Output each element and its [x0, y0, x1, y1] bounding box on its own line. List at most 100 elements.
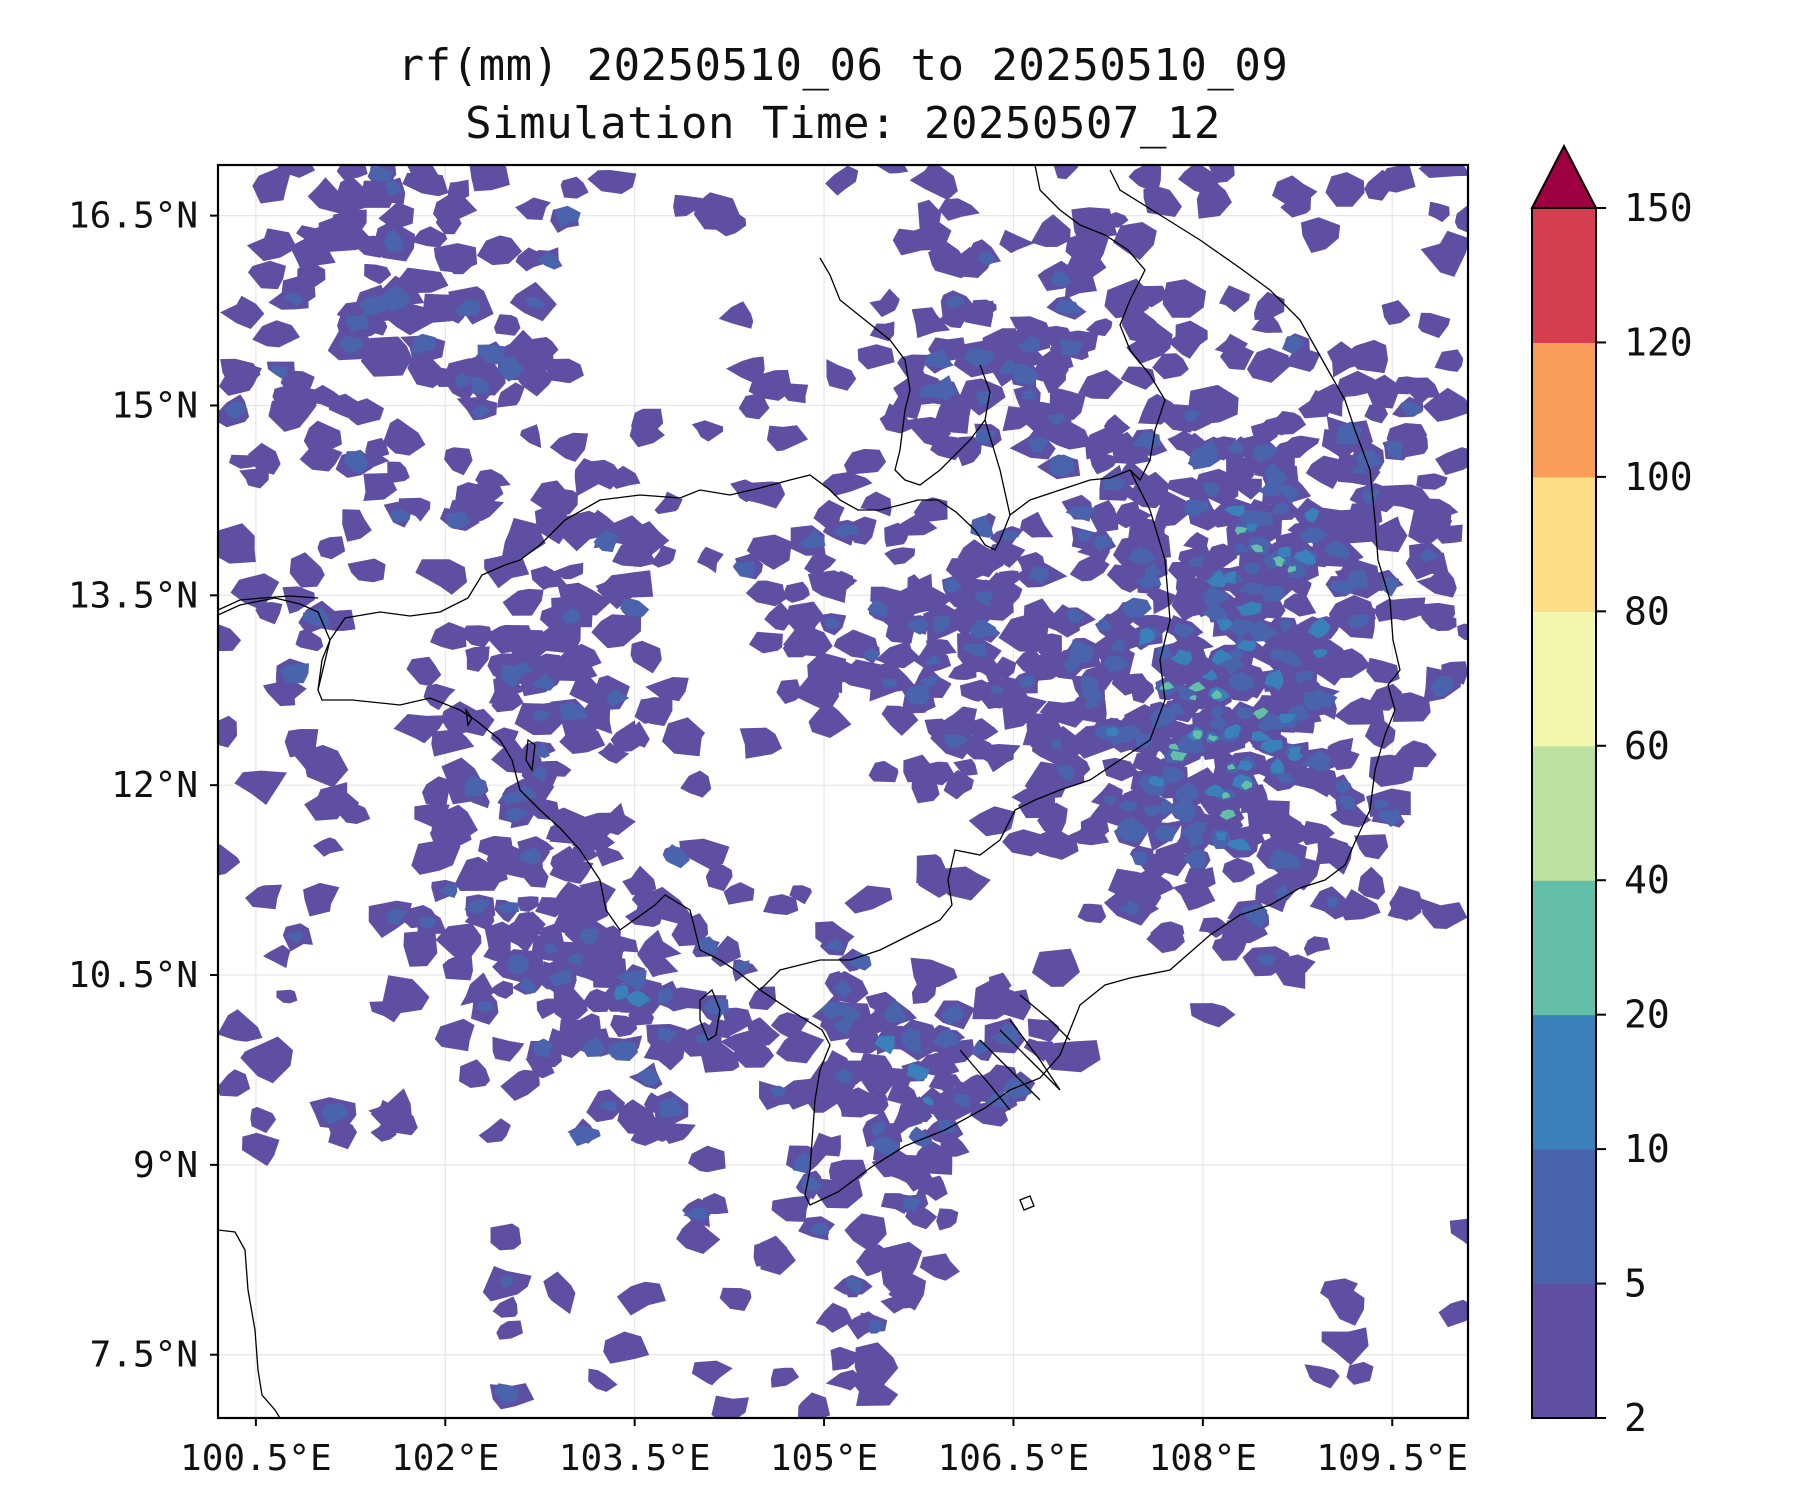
rain-patch — [282, 586, 315, 614]
rain-patch — [913, 497, 948, 523]
rain-patch — [1149, 921, 1185, 940]
map-frame — [216, 163, 1470, 1420]
lon-tick-label: 109.5°E — [1316, 1438, 1468, 1479]
rain-patch — [1420, 230, 1468, 277]
lat-tick-label: 12°N — [111, 765, 198, 806]
rain-patch — [1346, 1361, 1374, 1385]
rain-patch-5mm — [1211, 705, 1224, 719]
rain-patch-5mm — [1021, 389, 1036, 400]
rain-patch-5mm — [809, 1223, 830, 1236]
rain-patch — [591, 614, 642, 649]
rain-patch-10mm — [1139, 627, 1156, 646]
rain-patch-5mm — [593, 530, 619, 553]
rain-patch-10mm — [1227, 838, 1252, 851]
rain-patch — [520, 858, 549, 888]
rain-patch-10mm — [1224, 505, 1245, 517]
rain-patch-5mm — [1151, 825, 1178, 842]
lat-tick-label: 15°N — [111, 385, 198, 426]
rain-patch — [629, 419, 665, 448]
rain-patch — [616, 1281, 666, 1316]
lon-tick-label: 106.5°E — [938, 1438, 1090, 1479]
rain-patch — [943, 769, 974, 800]
rain-patch — [317, 536, 346, 560]
rain-patch-5mm — [1202, 603, 1228, 621]
rain-patch — [403, 930, 438, 967]
rain-patch — [797, 1392, 831, 1418]
colorbar-tick-label: 150 — [1624, 186, 1693, 230]
rain-patch — [479, 866, 508, 889]
rainfall-5-10mm-area — [224, 165, 1455, 1404]
rain-patch — [515, 247, 546, 272]
rain-patch — [465, 646, 490, 672]
rain-patch — [972, 299, 997, 318]
rain-patch — [1399, 431, 1428, 458]
rain-patch-5mm — [1026, 437, 1050, 453]
rain-patch — [572, 839, 599, 862]
rain-patch — [607, 931, 639, 954]
rain-patch — [705, 864, 733, 892]
rain-patch-5mm — [369, 165, 392, 182]
rain-patch-5mm — [471, 404, 491, 419]
rain-patch-10mm — [1287, 752, 1304, 762]
rain-patch — [245, 884, 283, 910]
rain-patch-5mm — [990, 685, 1004, 695]
rain-patch-5mm — [1237, 582, 1263, 596]
colorbar-tick-label: 60 — [1624, 724, 1670, 768]
rain-patch — [649, 886, 695, 925]
rain-patch — [875, 640, 921, 669]
rain-patch-5mm — [605, 689, 630, 707]
rain-patch — [1303, 936, 1331, 957]
rain-patch-5mm — [657, 987, 675, 1004]
island-koh-kong — [465, 707, 536, 772]
rain-patch-5mm — [832, 1018, 855, 1035]
rain-patch — [1390, 692, 1431, 722]
rain-patch-5mm — [1118, 800, 1138, 813]
rain-patch — [738, 392, 770, 420]
rain-patch — [603, 802, 636, 836]
rain-patch — [1354, 834, 1389, 860]
rain-patch — [968, 806, 1016, 837]
rain-patch-5mm — [464, 898, 492, 914]
rain-patch — [764, 602, 793, 631]
rain-patch-10mm — [1312, 648, 1328, 659]
rain-patch-5mm — [525, 296, 547, 309]
rain-patch-5mm — [1103, 795, 1117, 806]
rain-patch — [940, 866, 991, 901]
rain-patch — [312, 837, 344, 857]
rain-patch-5mm — [657, 1027, 679, 1044]
rain-patch-5mm — [1096, 618, 1114, 632]
rain-patch-5mm — [658, 1096, 684, 1118]
rain-patch — [517, 896, 539, 912]
rain-patch-10mm — [1251, 730, 1272, 742]
rain-patch — [268, 399, 317, 432]
rain-patch-5mm — [945, 295, 966, 309]
rain-patch-5mm — [620, 598, 650, 617]
rain-patch-5mm — [732, 960, 750, 974]
rain-patch-5mm — [1028, 566, 1049, 585]
rain-patch-5mm — [1282, 336, 1305, 354]
border-laos-vietnam — [1034, 165, 1166, 482]
rain-patch — [814, 1178, 863, 1209]
rain-patch-5mm — [1013, 363, 1039, 386]
rain-patch — [663, 987, 707, 1012]
rain-patch — [587, 170, 637, 194]
rain-patch-5mm — [493, 1383, 520, 1404]
rain-patch-5mm — [383, 229, 404, 253]
colorbar-extend-arrow — [1530, 143, 1598, 209]
rain-patch — [574, 695, 613, 735]
rain-patch — [1416, 565, 1457, 598]
rain-patch-5mm — [1175, 782, 1199, 803]
rain-patch-10mm — [1224, 571, 1237, 585]
rain-patch — [1341, 889, 1381, 921]
rain-patch-5mm — [1256, 713, 1286, 733]
rain-patch — [1269, 411, 1307, 435]
rain-patch — [967, 549, 999, 578]
rain-patch — [234, 770, 287, 805]
rain-patch — [1307, 383, 1348, 417]
rain-patch — [543, 1271, 576, 1315]
rain-patch — [525, 337, 559, 358]
rain-patch-5mm — [548, 969, 572, 987]
rain-patch-5mm — [279, 663, 310, 684]
rain-patch-5mm — [285, 932, 304, 943]
